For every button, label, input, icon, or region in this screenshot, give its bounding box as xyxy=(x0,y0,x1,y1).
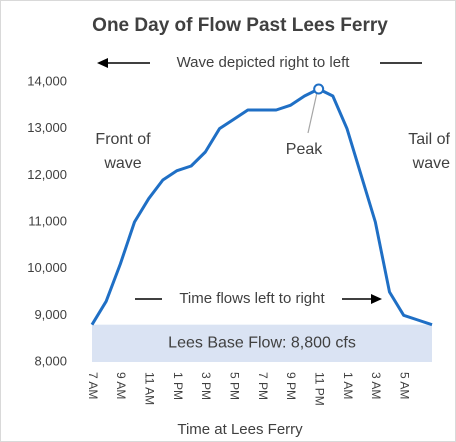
annotation: Tail of xyxy=(408,131,450,148)
x-tick-label: 3 AM xyxy=(369,372,383,399)
annotation: Peak xyxy=(286,141,323,158)
leader-line xyxy=(307,93,318,134)
y-tick-label: 13,000 xyxy=(27,120,67,135)
y-tick-label: 11,000 xyxy=(28,213,67,228)
x-tick-label: 9 PM xyxy=(284,372,298,400)
y-tick-label: 10,000 xyxy=(27,260,67,275)
y-tick-label: 12,000 xyxy=(27,167,67,182)
y-tick-label: 8,000 xyxy=(34,353,67,368)
base-flow-label: Lees Base Flow: 8,800 cfs xyxy=(168,335,356,352)
annotation: wave xyxy=(103,155,141,172)
peak-marker xyxy=(313,83,325,95)
chart-title: One Day of Flow Past Lees Ferry xyxy=(92,15,388,36)
annotation: Wave depicted right to left xyxy=(177,54,351,71)
x-tick-label: 1 AM xyxy=(341,372,355,399)
data-line xyxy=(90,87,433,327)
annotation: Front of xyxy=(95,131,151,148)
x-tick-label: 1 PM xyxy=(171,372,185,400)
x-tick-label: 5 AM xyxy=(397,372,411,399)
x-tick-label: 9 AM xyxy=(114,372,128,399)
x-tick-label: 7 AM xyxy=(86,372,100,399)
x-tick-label: 3 PM xyxy=(199,372,213,400)
arrow-head xyxy=(371,294,382,304)
x-axis-title: Time at Lees Ferry xyxy=(177,421,303,438)
x-tick-label: 11 PM xyxy=(312,372,326,406)
x-tick-label: 5 PM xyxy=(227,372,241,400)
x-tick-label: 7 PM xyxy=(256,372,270,400)
annotation: wave xyxy=(412,155,450,172)
annotation: Time flows left to right xyxy=(179,290,325,307)
base-flow-band xyxy=(92,324,432,362)
y-tick-label: 14,000 xyxy=(27,73,67,88)
y-tick-label: 9,000 xyxy=(34,307,67,322)
arrow-head xyxy=(97,58,108,68)
x-tick-label: 11 AM xyxy=(142,372,156,405)
